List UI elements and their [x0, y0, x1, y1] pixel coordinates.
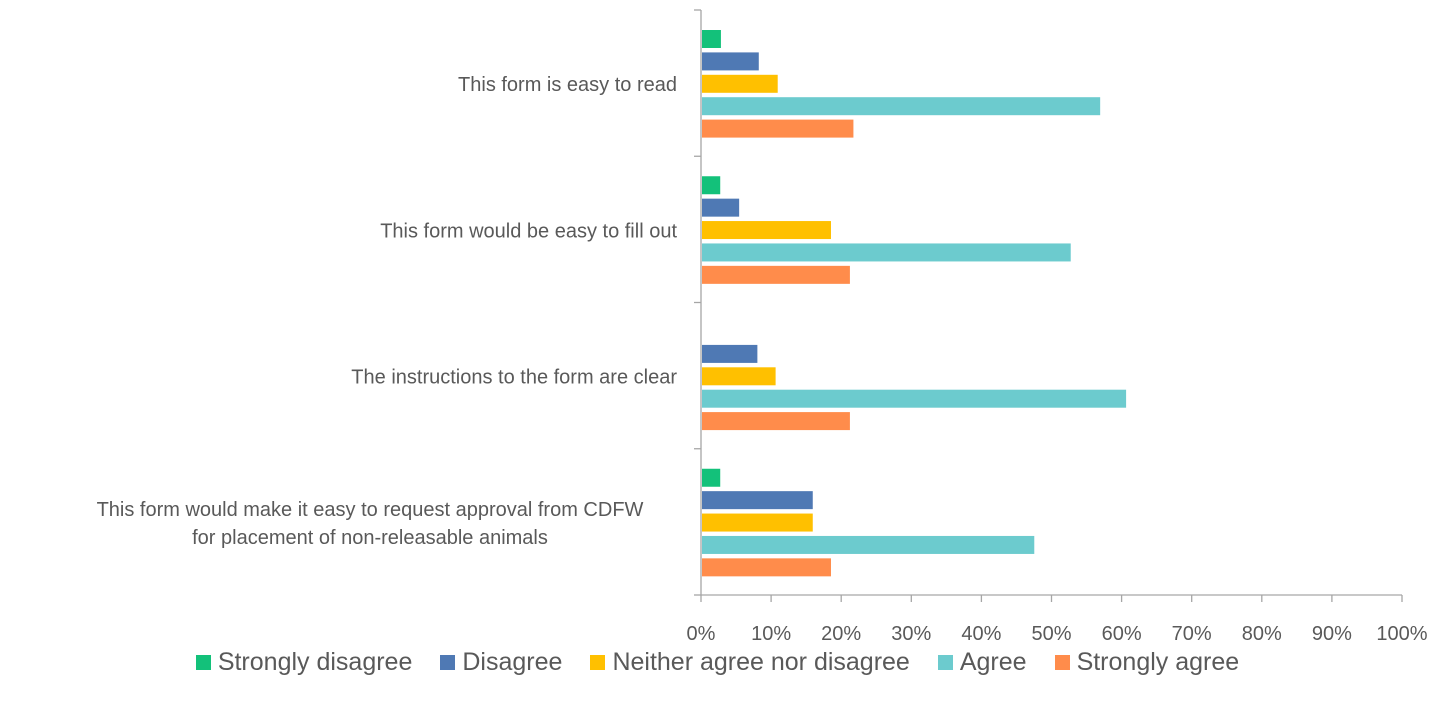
bar-agree	[702, 389, 1127, 408]
legend-item-strongly-disagree: Strongly disagree	[195, 648, 413, 677]
bar-disagree	[702, 198, 740, 217]
bar-neither-agree-nor-disagree	[702, 221, 831, 240]
chart-bars	[702, 30, 1127, 577]
legend-swatch	[195, 655, 211, 670]
category-label: This form would be easy to fill out	[380, 220, 677, 242]
legend-label: Neither agree nor disagree	[612, 648, 910, 676]
x-tick-label: 70%	[1172, 623, 1212, 645]
bar-neither-agree-nor-disagree	[702, 367, 776, 386]
x-tick-label: 100%	[1376, 623, 1427, 645]
bar-agree	[702, 97, 1101, 116]
bar-agree	[702, 243, 1071, 262]
legend-item-neither-agree-nor-disagree: Neither agree nor disagree	[590, 648, 910, 677]
x-tick-label: 90%	[1312, 623, 1352, 645]
x-tick-label: 80%	[1242, 623, 1282, 645]
legend-swatch	[937, 655, 953, 670]
chart-axes	[694, 9, 1403, 602]
x-tick-label: 0%	[687, 623, 716, 645]
x-tick-label: 20%	[821, 623, 861, 645]
legend-label: Agree	[959, 648, 1027, 676]
bar-strongly-agree	[702, 558, 831, 577]
bar-strongly-disagree	[702, 176, 721, 195]
category-label: This form is easy to read	[458, 74, 677, 96]
category-labels: This form is easy to read This form would…	[97, 74, 678, 549]
x-tick-labels: 0% 10% 20% 30% 40% 50% 60% 70% 80% 90% 100%	[687, 623, 1428, 645]
x-tick-label: 60%	[1102, 623, 1142, 645]
legend-item-agree: Agree	[937, 648, 1027, 677]
chart: This form is easy to read This form would…	[97, 9, 1428, 645]
legend-label: Strongly agree	[1076, 648, 1240, 676]
category-label: The instructions to the form are clear	[351, 367, 677, 389]
bar-disagree	[702, 491, 813, 510]
bar-neither-agree-nor-disagree	[702, 513, 813, 532]
bar-strongly-disagree	[702, 30, 721, 48]
chart-legend: Strongly disagree Disagree Neither agree n…	[0, 648, 1435, 677]
bar-agree	[702, 535, 1035, 554]
category-label: This form would make it easy to request …	[97, 499, 644, 521]
category-label: for placement of non-releasable animals	[192, 527, 548, 549]
x-tick-label: 50%	[1031, 623, 1071, 645]
legend-label: Strongly disagree	[217, 648, 413, 676]
legend-swatch	[1054, 655, 1070, 670]
x-tick-label: 10%	[751, 623, 791, 645]
bar-disagree	[702, 344, 758, 363]
x-tick-label: 40%	[961, 623, 1001, 645]
bar-strongly-agree	[702, 265, 850, 284]
legend-label: Disagree	[462, 648, 563, 676]
legend-item-strongly-agree: Strongly agree	[1054, 648, 1240, 677]
bar-strongly-disagree	[702, 468, 721, 487]
bar-disagree	[702, 52, 759, 71]
legend-swatch	[590, 655, 606, 670]
legend-item-disagree: Disagree	[440, 648, 562, 677]
x-tick-label: 30%	[891, 623, 931, 645]
legend-swatch	[440, 655, 456, 670]
bar-strongly-agree	[702, 119, 854, 138]
bar-strongly-agree	[702, 412, 850, 431]
bar-neither-agree-nor-disagree	[702, 74, 778, 93]
